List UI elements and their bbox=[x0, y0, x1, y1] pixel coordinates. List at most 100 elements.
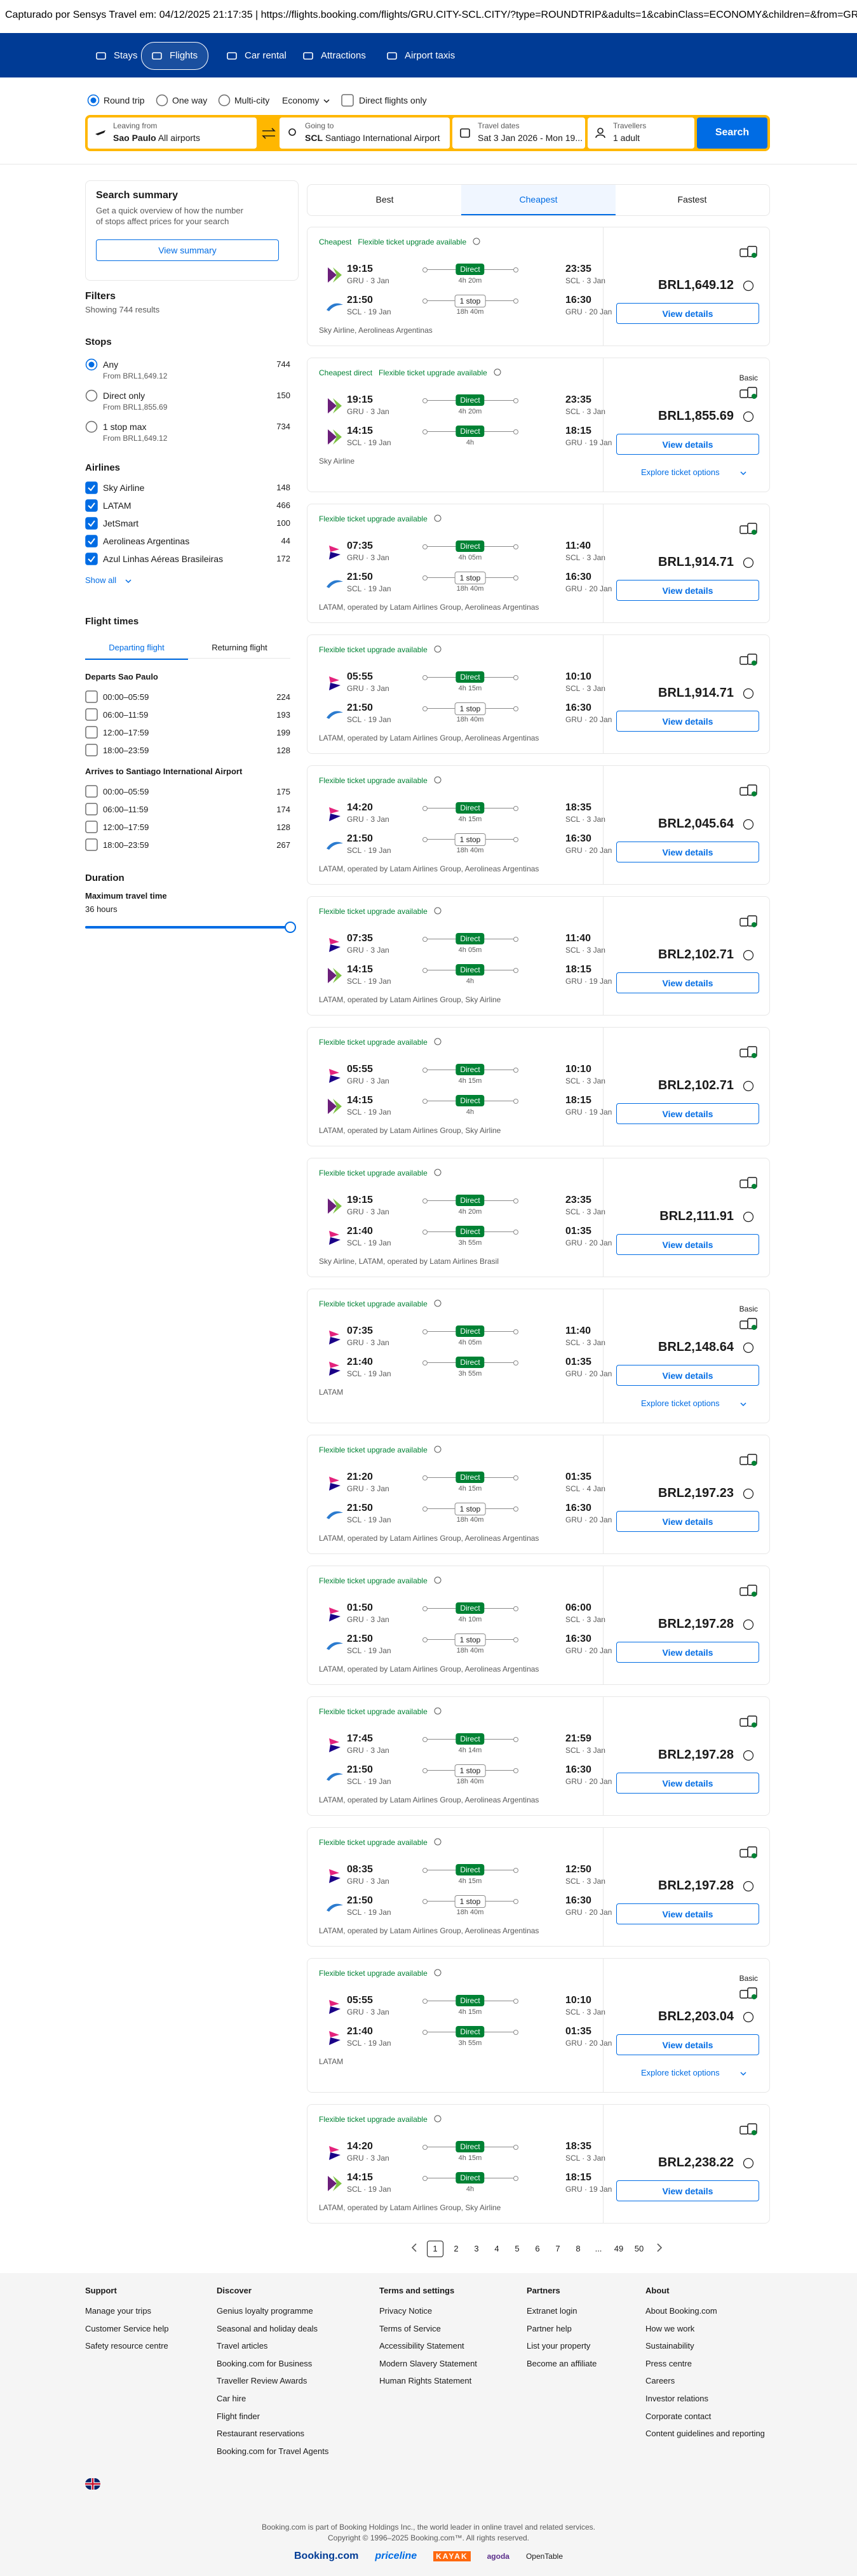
baggage-icons-svg bbox=[739, 784, 757, 796]
view-details-button[interactable]: View details bbox=[616, 303, 759, 324]
nav-item[interactable]: Flights bbox=[141, 42, 209, 70]
footer-link[interactable]: Accessibility Statement bbox=[379, 2341, 464, 2351]
view-details-button[interactable]: View details bbox=[616, 1642, 759, 1663]
summary-button[interactable]: View summary bbox=[96, 239, 279, 261]
page-link[interactable]: 3 bbox=[474, 2244, 479, 2253]
page-link[interactable]: 5 bbox=[515, 2244, 520, 2253]
page-link[interactable]: 2 bbox=[454, 2244, 459, 2253]
footer-link[interactable]: Careers bbox=[645, 2376, 675, 2386]
nav-item[interactable]: Airport taxis bbox=[376, 42, 466, 70]
footer-link[interactable]: Privacy Notice bbox=[379, 2306, 433, 2316]
nav-item[interactable]: Car rental bbox=[216, 42, 297, 70]
footer-link[interactable]: Become an affiliate bbox=[527, 2358, 597, 2368]
page-link[interactable]: 50 bbox=[634, 2244, 644, 2253]
view-details-button[interactable]: View details bbox=[616, 434, 759, 455]
slider-handle[interactable] bbox=[285, 922, 296, 933]
page-link[interactable]: 4 bbox=[494, 2244, 499, 2253]
explore-link[interactable]: Explore ticket options bbox=[641, 2068, 720, 2077]
nav-item[interactable]: Stays bbox=[85, 42, 149, 70]
footer-link[interactable]: Flight finder bbox=[217, 2411, 260, 2421]
footer-link[interactable]: Human Rights Statement bbox=[379, 2376, 472, 2386]
direct-only[interactable]: Direct flights only bbox=[359, 95, 427, 105]
sort-tab[interactable]: Best bbox=[307, 185, 462, 214]
dates-field[interactable]: Travel dates Sat 3 Jan 2026 - Mon 19... bbox=[452, 117, 585, 149]
footer-link[interactable]: Content guidelines and reporting bbox=[645, 2429, 765, 2439]
trip-type[interactable]: Round trip bbox=[104, 95, 145, 105]
trip-type[interactable]: Multi-city bbox=[234, 95, 270, 105]
footer-link[interactable]: Partner help bbox=[527, 2323, 572, 2333]
footer-link[interactable]: Safety resource centre bbox=[85, 2341, 168, 2351]
view-details-button[interactable]: View details bbox=[616, 2180, 759, 2201]
view-details-button[interactable]: View details bbox=[616, 711, 759, 732]
view-details-button[interactable]: View details bbox=[616, 1511, 759, 1532]
sort-tab[interactable]: Cheapest bbox=[461, 185, 616, 215]
view-details-button[interactable]: View details bbox=[616, 972, 759, 993]
icon-shape bbox=[96, 52, 106, 60]
footer-link[interactable]: How we work bbox=[645, 2323, 695, 2333]
footer-link[interactable]: Booking.com for Travel Agents bbox=[217, 2446, 329, 2456]
footer-link[interactable]: Seasonal and holiday deals bbox=[217, 2323, 318, 2333]
footer-link[interactable]: Investor relations bbox=[645, 2394, 708, 2403]
footer-link[interactable]: Extranet login bbox=[527, 2306, 577, 2316]
footer-link[interactable]: Traveller Review Awards bbox=[217, 2376, 307, 2386]
search-button[interactable]: Search bbox=[697, 117, 767, 149]
time-tab[interactable]: Departing flight bbox=[85, 638, 188, 660]
explore-link[interactable]: Explore ticket options bbox=[641, 1399, 720, 1408]
sort-tab[interactable]: Fastest bbox=[615, 185, 769, 214]
footer-link[interactable]: List your property bbox=[527, 2341, 591, 2351]
time-tab[interactable]: Returning flight bbox=[188, 638, 291, 659]
travellers-field[interactable]: Travellers 1 adult bbox=[588, 117, 694, 149]
page-link[interactable]: ... bbox=[595, 2244, 602, 2253]
time-option[interactable]: 00:00–05:59 bbox=[103, 692, 149, 702]
from-field[interactable]: Leaving from Sao Paulo All airports bbox=[88, 117, 257, 149]
stop-option[interactable]: Direct only bbox=[103, 391, 145, 401]
footer-link[interactable]: Genius loyalty programme bbox=[217, 2306, 313, 2316]
airline-option[interactable]: LATAM bbox=[103, 500, 132, 511]
time-option[interactable]: 00:00–05:59 bbox=[103, 787, 149, 796]
airline-option[interactable]: Aerolineas Argentinas bbox=[103, 536, 190, 546]
time-option[interactable]: 18:00–23:59 bbox=[103, 746, 149, 755]
view-details-button[interactable]: View details bbox=[616, 842, 759, 862]
view-details-button[interactable]: View details bbox=[616, 1365, 759, 1386]
footer-link[interactable]: Terms of Service bbox=[379, 2323, 441, 2333]
stop-option[interactable]: Any bbox=[103, 359, 119, 370]
time-option[interactable]: 18:00–23:59 bbox=[103, 840, 149, 850]
footer-link[interactable]: About Booking.com bbox=[645, 2306, 717, 2316]
view-details-label: View details bbox=[662, 1371, 713, 1381]
page-link[interactable]: 6 bbox=[535, 2244, 540, 2253]
to-field[interactable]: Going to SCL Santiago International Airpo… bbox=[280, 117, 450, 149]
trip-type[interactable]: One way bbox=[172, 95, 208, 105]
time-option[interactable]: 06:00–11:59 bbox=[103, 805, 149, 814]
view-details-button[interactable]: View details bbox=[616, 1103, 759, 1124]
view-details-button[interactable]: View details bbox=[616, 1903, 759, 1924]
time-option[interactable]: 12:00–17:59 bbox=[103, 822, 149, 832]
footer-link[interactable]: Customer Service help bbox=[85, 2323, 169, 2333]
time-option[interactable]: 12:00–17:59 bbox=[103, 728, 149, 737]
footer-link[interactable]: Press centre bbox=[645, 2358, 692, 2368]
page-link[interactable]: 8 bbox=[576, 2244, 581, 2253]
explore-link[interactable]: Explore ticket options bbox=[641, 467, 720, 477]
airline-option[interactable]: Azul Linhas Aéreas Brasileiras bbox=[103, 554, 224, 564]
cabin-select[interactable]: Economy bbox=[282, 95, 320, 105]
show-all[interactable]: Show all bbox=[85, 575, 117, 585]
airline-option[interactable]: Sky Airline bbox=[103, 483, 145, 493]
footer-link[interactable]: Modern Slavery Statement bbox=[379, 2358, 477, 2368]
airline-option[interactable]: JetSmart bbox=[103, 518, 139, 528]
footer-link[interactable]: Travel articles bbox=[217, 2341, 268, 2351]
footer-link[interactable]: Car hire bbox=[217, 2394, 246, 2403]
footer-link[interactable]: Corporate contact bbox=[645, 2411, 712, 2421]
nav-item[interactable]: Attractions bbox=[292, 42, 377, 70]
footer-link[interactable]: Sustainability bbox=[645, 2341, 694, 2351]
time-option[interactable]: 06:00–11:59 bbox=[103, 710, 149, 720]
footer-link[interactable]: Restaurant reservations bbox=[217, 2429, 305, 2439]
footer-link[interactable]: Manage your trips bbox=[85, 2306, 152, 2316]
view-details-button[interactable]: View details bbox=[616, 1234, 759, 1255]
stop-option[interactable]: 1 stop max bbox=[103, 422, 147, 432]
footer-link[interactable]: Booking.com for Business bbox=[217, 2358, 313, 2368]
view-details-button[interactable]: View details bbox=[616, 1773, 759, 1794]
page-link[interactable]: 7 bbox=[555, 2244, 560, 2253]
view-details-button[interactable]: View details bbox=[616, 2034, 759, 2055]
view-details-button[interactable]: View details bbox=[616, 580, 759, 601]
page-link[interactable]: 49 bbox=[614, 2244, 624, 2253]
page-link[interactable]: 1 bbox=[427, 2241, 443, 2257]
